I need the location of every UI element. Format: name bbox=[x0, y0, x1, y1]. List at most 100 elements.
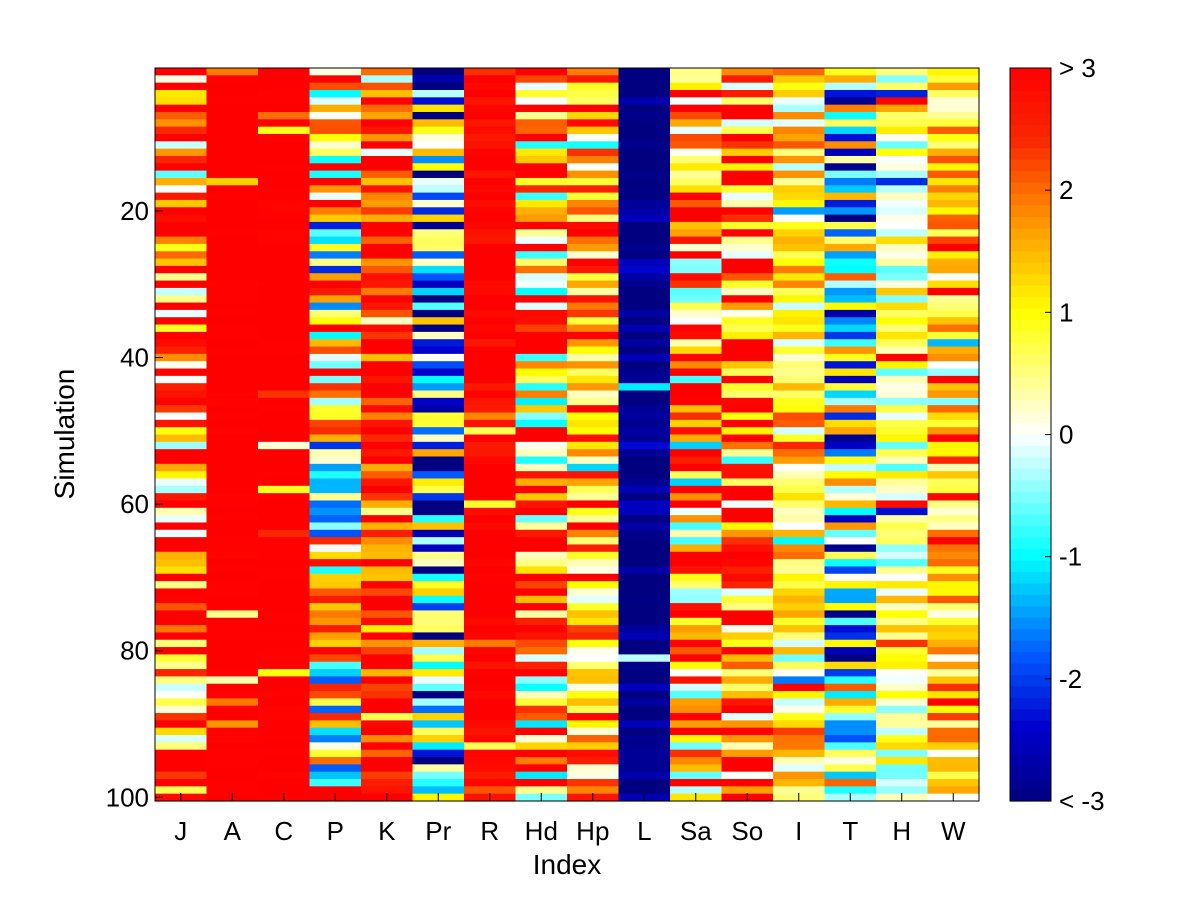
heatmap-cell bbox=[824, 617, 877, 626]
heatmap-cell bbox=[515, 735, 568, 743]
heatmap-cell bbox=[670, 111, 723, 120]
heatmap-cell bbox=[464, 456, 517, 465]
heatmap-cell bbox=[927, 537, 980, 546]
heatmap-cell bbox=[361, 427, 414, 436]
heatmap-cell bbox=[258, 625, 311, 634]
heatmap-cell bbox=[567, 324, 620, 333]
heatmap-cell bbox=[824, 595, 877, 604]
heatmap-cell bbox=[567, 764, 620, 773]
heatmap-cell bbox=[567, 104, 620, 113]
heatmap-cell bbox=[464, 104, 517, 113]
heatmap-cell bbox=[515, 573, 568, 582]
heatmap-cell bbox=[927, 265, 980, 274]
heatmap-cell bbox=[155, 705, 208, 714]
heatmap-cell bbox=[618, 89, 671, 98]
heatmap-cell bbox=[670, 507, 723, 516]
heatmap-cell bbox=[206, 559, 259, 568]
heatmap-cell bbox=[464, 735, 517, 743]
heatmap-cell bbox=[721, 529, 774, 538]
heatmap-cell bbox=[361, 419, 414, 428]
heatmap-cell bbox=[258, 441, 311, 450]
heatmap-cell bbox=[412, 485, 465, 494]
heatmap-cell bbox=[155, 595, 208, 604]
heatmap-cell bbox=[670, 617, 723, 626]
heatmap-cell bbox=[773, 155, 826, 164]
heatmap-cell bbox=[773, 551, 826, 560]
heatmap-cell bbox=[206, 786, 259, 795]
heatmap-cell bbox=[773, 691, 826, 699]
heatmap-cell bbox=[206, 89, 259, 98]
heatmap-cell bbox=[773, 265, 826, 274]
heatmap-cell bbox=[773, 214, 826, 223]
heatmap-cell bbox=[876, 185, 929, 194]
heatmap-cell bbox=[515, 75, 568, 84]
heatmap-cell bbox=[258, 383, 311, 392]
heatmap-cell bbox=[258, 698, 311, 707]
heatmap-cell bbox=[464, 551, 517, 560]
heatmap-cell bbox=[155, 625, 208, 634]
heatmap-cell bbox=[515, 771, 568, 780]
heatmap-cell bbox=[515, 544, 568, 553]
heatmap-cell bbox=[567, 221, 620, 230]
heatmap-cell bbox=[824, 104, 877, 113]
heatmap-cell bbox=[670, 419, 723, 428]
heatmap-cell bbox=[773, 207, 826, 216]
heatmap-cell bbox=[361, 617, 414, 626]
heatmap-cell bbox=[773, 735, 826, 743]
heatmap-cell bbox=[567, 493, 620, 502]
heatmap-cell bbox=[155, 199, 208, 208]
heatmap-cell bbox=[412, 353, 465, 362]
heatmap-cell bbox=[309, 522, 362, 531]
heatmap-cell bbox=[155, 500, 208, 509]
heatmap-cell bbox=[773, 500, 826, 509]
heatmap-cell bbox=[309, 148, 362, 157]
heatmap-cell bbox=[927, 243, 980, 252]
heatmap-cell bbox=[927, 720, 980, 729]
heatmap-cell bbox=[464, 265, 517, 274]
heatmap-cell bbox=[155, 713, 208, 721]
heatmap-cell bbox=[361, 610, 414, 619]
heatmap-cell bbox=[824, 603, 877, 612]
heatmap-cell bbox=[721, 192, 774, 201]
heatmap-cell bbox=[515, 309, 568, 318]
heatmap-cell bbox=[206, 529, 259, 538]
heatmap-cell bbox=[567, 427, 620, 436]
heatmap-cell bbox=[412, 603, 465, 612]
heatmap-cell bbox=[670, 97, 723, 106]
heatmap-cell bbox=[773, 588, 826, 597]
heatmap-cell bbox=[824, 221, 877, 230]
colorbar-band bbox=[1010, 251, 1051, 264]
heatmap-cell bbox=[927, 735, 980, 743]
heatmap-cell bbox=[309, 126, 362, 135]
heatmap-cell bbox=[309, 500, 362, 509]
heatmap-cell bbox=[721, 786, 774, 795]
heatmap-cell bbox=[670, 221, 723, 230]
heatmap-cell bbox=[618, 229, 671, 238]
heatmap-cell bbox=[258, 229, 311, 238]
heatmap-cell bbox=[309, 779, 362, 787]
heatmap-cell bbox=[464, 177, 517, 186]
heatmap-cell bbox=[464, 287, 517, 296]
heatmap-cell bbox=[412, 265, 465, 274]
heatmap-cell bbox=[361, 207, 414, 216]
colorbar-band bbox=[1010, 319, 1051, 333]
heatmap-cell bbox=[258, 676, 311, 685]
heatmap-cell bbox=[464, 661, 517, 670]
heatmap-cell bbox=[721, 258, 774, 267]
heatmap-cell bbox=[824, 251, 877, 260]
heatmap-cell bbox=[155, 207, 208, 216]
heatmap-cell bbox=[412, 148, 465, 157]
heatmap-cell bbox=[567, 559, 620, 568]
heatmap-cell bbox=[412, 258, 465, 267]
heatmap-cell bbox=[309, 383, 362, 392]
heatmap-cell bbox=[773, 485, 826, 494]
heatmap-cell bbox=[927, 698, 980, 707]
heatmap-cell bbox=[927, 229, 980, 238]
heatmap-cell bbox=[927, 786, 980, 795]
heatmap-cell bbox=[927, 713, 980, 721]
heatmap-cell bbox=[258, 771, 311, 780]
heatmap-cell bbox=[258, 368, 311, 377]
heatmap-cell bbox=[206, 573, 259, 582]
heatmap-cell bbox=[773, 111, 826, 120]
heatmap-cell bbox=[464, 529, 517, 538]
